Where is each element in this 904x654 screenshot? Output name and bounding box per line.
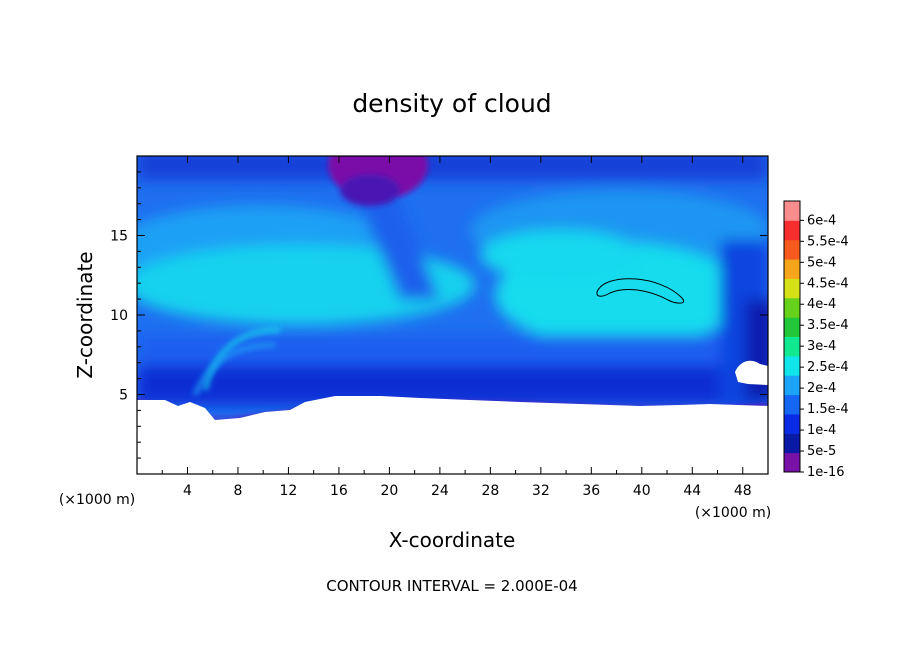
colorbar-swatch (784, 413, 800, 434)
colorbar-label: 3e-4 (807, 339, 836, 354)
x-axis-label: X-coordinate (389, 528, 516, 552)
colorbar-label: 5.5e-4 (807, 234, 849, 249)
colorbar-label: 6e-4 (807, 213, 836, 228)
colorbar-swatch (784, 452, 800, 473)
colorbar-swatch (784, 336, 800, 357)
y-tick-label: 10 (110, 308, 128, 324)
colorbar-label: 2.5e-4 (807, 360, 849, 375)
colorbar-label: 2e-4 (807, 381, 836, 396)
colorbar-label: 1.5e-4 (807, 402, 849, 417)
x-tick-label: 40 (633, 483, 651, 499)
colorbar-swatch (784, 394, 800, 415)
x-axis: 4 8 12 16 20 24 28 32 36 40 44 48 (161, 156, 752, 499)
x-tick-label: 20 (380, 483, 398, 499)
y-tick-label: 15 (110, 229, 128, 245)
colorbar-label: 4.5e-4 (807, 276, 849, 291)
x-tick-label: 16 (330, 483, 348, 499)
colorbar-frame (783, 200, 801, 473)
y-tick-label: 5 (119, 388, 128, 404)
colorbar-label: 4e-4 (807, 297, 836, 312)
x-tick-label: 8 (233, 483, 242, 499)
colorbar-label: 5e-4 (807, 255, 836, 270)
colorbar-label: 1e-4 (807, 423, 836, 438)
x-tick-label: 28 (481, 483, 499, 499)
colorbar-swatch (784, 220, 800, 241)
x-tick-label: 12 (280, 483, 298, 499)
colorbar-swatch (784, 239, 800, 260)
colorbar: 1e-16 5e-5 1e-4 1.5e-4 2e-4 2.5e-4 3e-4 3.5e-4 4… (783, 200, 849, 480)
contour-interval-note: CONTOUR INTERVAL = 2.000E-04 (326, 577, 577, 595)
x-tick-label: 44 (683, 483, 701, 499)
chart-title: density of cloud (352, 89, 551, 118)
x-tick-label: 36 (582, 483, 600, 499)
heatmap-field (137, 156, 768, 474)
y-axis-label: Z-coordinate (73, 251, 97, 378)
y-axis: 5 10 15 (110, 171, 768, 459)
colorbar-swatch (784, 317, 800, 337)
x-unit-label: (×1000 m) (695, 505, 771, 521)
colorbar-swatch (784, 297, 800, 318)
colorbar-swatch (784, 433, 800, 454)
colorbar-swatch (784, 259, 800, 279)
colorbar-swatch (784, 355, 800, 376)
colorbar-label: 3.5e-4 (807, 318, 849, 333)
x-tick-label: 24 (431, 483, 449, 499)
colorbar-swatch (784, 278, 800, 299)
x-tick-label: 32 (532, 483, 550, 499)
colorbar-label: 5e-5 (807, 444, 836, 459)
x-tick-label: 4 (183, 483, 192, 499)
colorbar-swatch (784, 201, 800, 221)
x-tick-label: 48 (734, 483, 752, 499)
colorbar-swatch (784, 375, 800, 396)
y-unit-label: (×1000 m) (59, 492, 135, 508)
colorbar-label: 1e-16 (807, 465, 845, 480)
